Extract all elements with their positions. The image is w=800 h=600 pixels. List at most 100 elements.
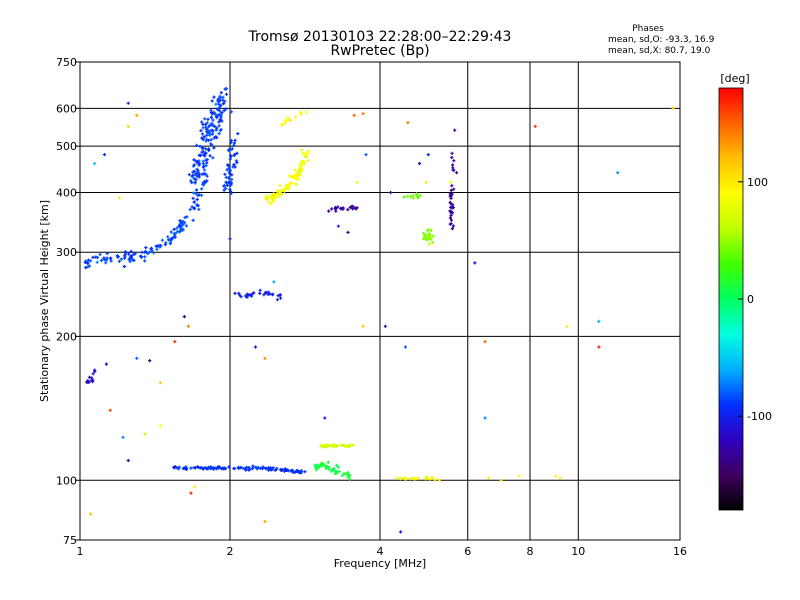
data-point [423,236,428,240]
data-point [105,258,109,262]
data-point [203,179,207,183]
data-point [411,193,415,197]
data-point [290,468,294,472]
data-point [179,220,183,225]
data-point [216,465,220,469]
data-point [411,196,415,200]
data-point [483,416,487,420]
data-point [232,143,236,148]
data-point [269,193,273,197]
data-point [671,106,675,110]
data-point [328,444,332,448]
data-point [204,125,208,129]
data-point [287,182,291,187]
data-point [202,135,206,139]
data-point [86,261,90,265]
data-point [228,237,232,241]
data-point [208,123,212,127]
data-point [429,237,433,241]
data-point [89,512,93,516]
data-point [212,146,216,150]
data-point [323,416,327,420]
data-point [232,141,237,145]
data-point [235,151,239,155]
data-point [144,250,148,254]
data-point [272,192,276,196]
y-tick-label: 75 [63,534,77,547]
data-point [473,261,477,265]
data-point [288,174,292,178]
data-point [219,127,223,132]
data-point [324,466,328,471]
data-point [451,206,455,210]
data-point [299,110,303,114]
data-point [225,183,230,187]
data-point [342,472,346,476]
data-point [327,209,331,213]
data-point [398,477,402,481]
data-point [202,153,206,157]
data-point [135,113,139,117]
data-point [264,194,268,198]
data-point [205,174,209,178]
data-point [448,192,452,196]
data-point [209,115,213,119]
data-point [121,435,125,439]
data-point [215,126,219,130]
data-point [424,180,428,184]
data-point [247,466,251,470]
data-point [272,199,276,203]
data-point [211,132,215,136]
data-point [200,132,205,136]
data-point [152,251,156,255]
data-point [426,227,430,232]
data-point [450,184,454,188]
y-tick-label: 200 [56,330,77,343]
data-point [290,181,294,185]
data-point [429,228,433,232]
data-point [295,174,299,178]
data-point [224,92,229,96]
data-point [173,235,177,239]
data-point [190,181,194,185]
data-point [169,230,173,234]
data-point [415,192,419,196]
data-point [224,107,228,111]
y-axis-label: Stationary phase Virtual Height [km] [38,200,51,402]
data-point [283,118,287,123]
data-point [235,160,239,165]
data-points [83,87,675,534]
data-point [418,193,422,198]
data-point [413,476,417,480]
data-point [303,155,307,159]
data-point [294,115,298,119]
data-point [284,468,288,472]
data-point [455,171,459,175]
data-point [278,293,282,297]
data-point [200,120,204,124]
data-point [451,163,455,167]
data-point [150,249,154,253]
data-point [450,151,454,155]
data-point [208,154,212,158]
data-point [223,466,227,471]
data-point [224,87,228,91]
data-point [158,381,162,385]
data-point [533,124,537,128]
data-point [146,252,150,256]
chart-title: Tromsø 20130103 22:28:00–22:29:43 [248,29,512,45]
data-point [297,169,302,173]
data-point [449,188,453,192]
data-point [200,136,204,140]
data-point [87,375,92,379]
data-point [225,168,229,172]
data-point [104,261,108,265]
data-point [126,101,130,105]
data-point [426,153,430,157]
data-point [227,166,231,170]
data-point [198,144,202,148]
data-point [91,255,95,259]
data-point [174,230,179,234]
data-point [192,169,196,173]
data-point [213,112,217,116]
